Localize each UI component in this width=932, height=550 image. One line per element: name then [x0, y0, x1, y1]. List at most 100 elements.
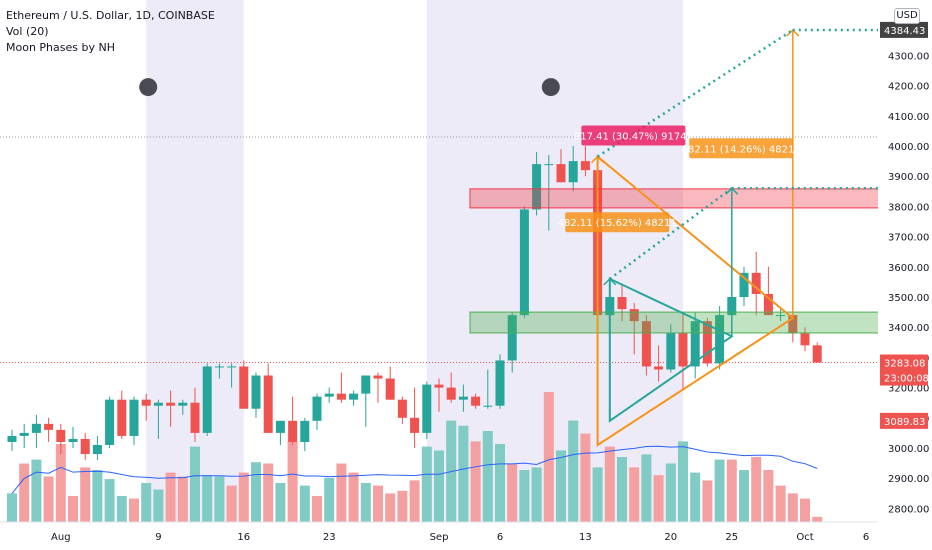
y-axis[interactable]: 2800.002900.003000.003100.003200.003300.… — [878, 0, 932, 550]
volume-bar — [373, 485, 383, 522]
y-tick-label: 3200.00 — [888, 384, 929, 395]
volume-bar — [800, 498, 810, 522]
volume-bar — [287, 441, 298, 522]
volume-bar — [19, 463, 30, 522]
volume-bar — [702, 480, 713, 522]
candle-body — [44, 423, 54, 430]
measure-label: 482.11 (15.62%) 48211 — [558, 218, 677, 229]
highlight-backgrounds — [139, 0, 683, 522]
volume-bar — [129, 498, 139, 522]
x-tick-label: 6 — [497, 532, 503, 543]
candle-body — [446, 387, 456, 400]
volume-bar — [141, 483, 152, 522]
volume-bars — [7, 392, 823, 522]
candle-body — [519, 209, 529, 316]
candle-body — [373, 375, 383, 379]
candle-body — [507, 315, 517, 361]
x-tick-label: 23 — [323, 532, 336, 543]
volume-bar — [43, 476, 54, 522]
x-tick-label: 25 — [725, 532, 738, 543]
price-label: 23:00:08 — [884, 374, 929, 385]
volume-bar — [360, 483, 371, 522]
y-tick-label: 3000.00 — [888, 444, 929, 455]
volume-bar — [617, 457, 627, 522]
x-axis[interactable]: Aug 9 16 23 Sep 6 13 20 25 Oct 6 — [0, 521, 878, 543]
volume-bar — [812, 516, 823, 522]
volume-bar — [80, 467, 91, 522]
candle-body — [751, 272, 761, 294]
volume-bar — [202, 475, 213, 522]
legend-title[interactable]: Ethereum / U.S. Dollar, 1D, COINBASE — [6, 9, 215, 22]
volume-bar — [543, 392, 554, 522]
candle-body — [690, 321, 700, 367]
candle-body — [532, 164, 542, 210]
candle-body — [166, 402, 176, 406]
volume-ma-line — [11, 445, 818, 494]
price-label: 3089.83 — [884, 417, 925, 428]
volume-bar — [556, 450, 566, 522]
candle-body — [812, 345, 822, 363]
candle-body — [495, 360, 505, 406]
volume-bar — [7, 493, 17, 522]
candle-body — [434, 384, 444, 388]
candle-body — [312, 396, 322, 421]
candle-body — [214, 366, 224, 368]
volume-bar — [336, 463, 347, 522]
candle-body — [117, 399, 127, 436]
volume-bar — [665, 463, 676, 522]
volume-bar — [177, 476, 188, 522]
volume-bar — [653, 475, 664, 522]
candle-body — [617, 297, 627, 310]
legend-volume-indicator[interactable]: Vol (20) — [6, 25, 49, 38]
candle-body — [178, 402, 188, 406]
y-tick-label: 3500.00 — [888, 293, 929, 304]
candle-body — [422, 384, 432, 433]
chart-legend: Ethereum / U.S. Dollar, 1D, COINBASE Vol… — [6, 8, 215, 56]
candle-body — [202, 366, 212, 433]
volume-bar — [592, 467, 603, 522]
currency-button[interactable]: USD — [894, 8, 920, 24]
volume-bar — [55, 444, 66, 522]
volume-bar — [690, 472, 701, 522]
y-tick-label: 4200.00 — [888, 82, 929, 93]
measure-label: 917.41 (30.47%) 91741 — [574, 132, 693, 143]
price-label: 4384.43 — [884, 26, 925, 37]
price-label-box — [880, 412, 928, 429]
volume-bar — [153, 489, 164, 522]
volume-bar — [104, 479, 115, 522]
volume-bar — [726, 459, 737, 522]
volume-bar — [421, 446, 432, 522]
volume-bar — [299, 485, 310, 522]
candle-body — [361, 375, 371, 394]
volume-bar — [275, 483, 286, 522]
candle-body — [410, 417, 420, 433]
volume-bar — [531, 467, 542, 522]
y-tick-label: 2800.00 — [888, 504, 929, 515]
volume-bar — [604, 446, 615, 522]
volume-bar — [434, 450, 444, 522]
volume-bar — [409, 480, 420, 522]
candle-body — [336, 393, 346, 400]
candle-body — [629, 309, 639, 322]
candle-body — [80, 438, 90, 455]
y-tick-label: 3900.00 — [888, 172, 929, 183]
legend-moon-indicator[interactable]: Moon Phases by NH — [6, 41, 115, 54]
x-tick-label: 13 — [579, 532, 592, 543]
candle-body — [190, 402, 200, 433]
candle-body — [666, 333, 676, 370]
moon-phase-marker — [139, 78, 158, 97]
measure-label: 482.11 (14.26%) 48211 — [682, 144, 801, 155]
volume-bar — [739, 470, 749, 522]
candle-body — [227, 366, 237, 368]
volume-bar — [324, 477, 335, 522]
volume-bar — [470, 441, 481, 522]
volume-bar — [495, 444, 505, 522]
candle-body — [568, 161, 578, 183]
y-tick-label: 3800.00 — [888, 202, 929, 213]
volume-bar — [507, 463, 518, 522]
volume-bar — [263, 463, 274, 522]
volume-bar — [226, 485, 237, 522]
x-tick-label: Sep — [430, 532, 449, 543]
candle-body — [300, 420, 310, 442]
